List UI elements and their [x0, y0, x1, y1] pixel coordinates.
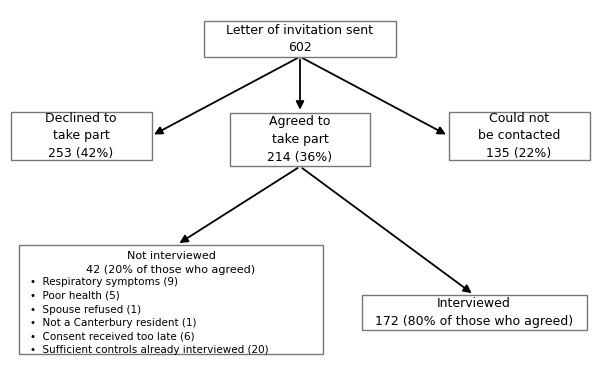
FancyBboxPatch shape — [19, 245, 323, 354]
Text: Interviewed
172 (80% of those who agreed): Interviewed 172 (80% of those who agreed… — [375, 297, 573, 328]
Text: Not interviewed
42 (20% of those who agreed): Not interviewed 42 (20% of those who agr… — [86, 251, 256, 275]
FancyBboxPatch shape — [361, 295, 587, 330]
Text: Letter of invitation sent
602: Letter of invitation sent 602 — [227, 24, 373, 54]
Text: Declined to
take part
253 (42%): Declined to take part 253 (42%) — [45, 112, 117, 160]
Text: Agreed to
take part
214 (36%): Agreed to take part 214 (36%) — [268, 115, 332, 164]
FancyBboxPatch shape — [449, 112, 589, 160]
FancyBboxPatch shape — [204, 21, 396, 57]
Text: Could not
be contacted
135 (22%): Could not be contacted 135 (22%) — [478, 112, 560, 160]
FancyBboxPatch shape — [11, 112, 151, 160]
Text: •  Respiratory symptoms (9)
•  Poor health (5)
•  Spouse refused (1)
•  Not a Ca: • Respiratory symptoms (9) • Poor health… — [30, 277, 269, 355]
FancyBboxPatch shape — [229, 112, 370, 166]
